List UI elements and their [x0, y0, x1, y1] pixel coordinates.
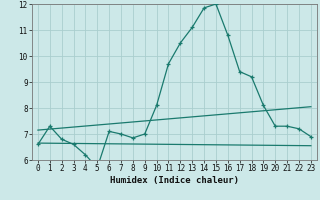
X-axis label: Humidex (Indice chaleur): Humidex (Indice chaleur) [110, 176, 239, 185]
